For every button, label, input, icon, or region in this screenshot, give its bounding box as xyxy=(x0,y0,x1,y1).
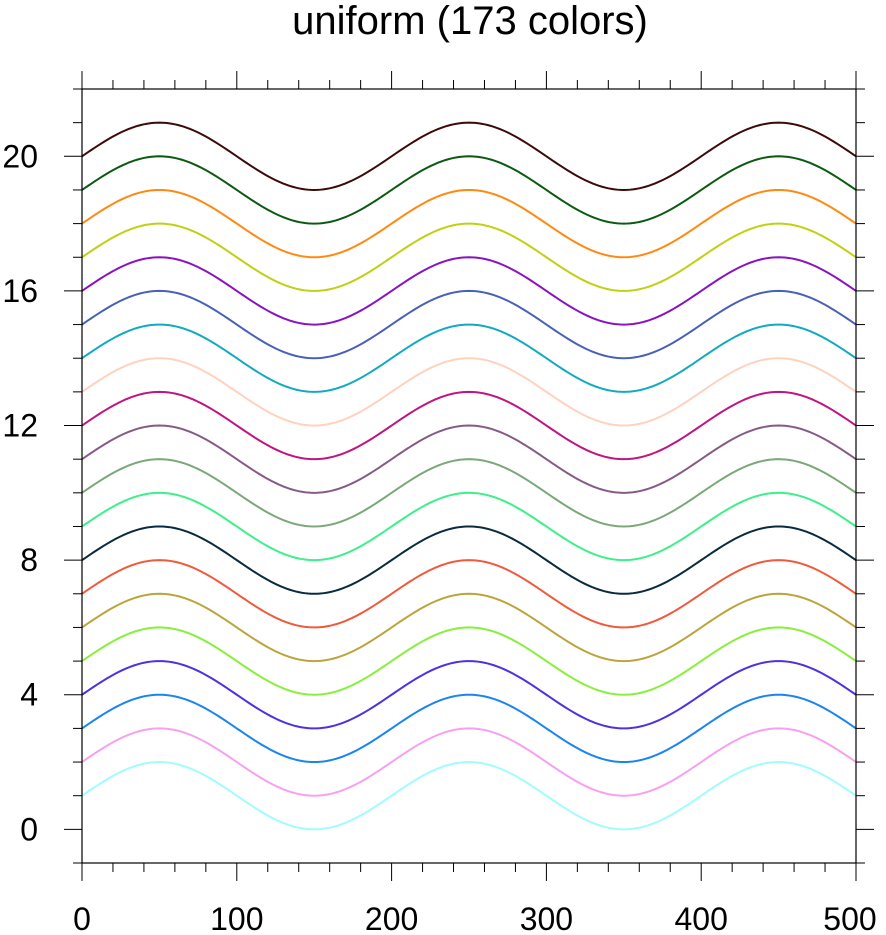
series-line-9 xyxy=(81,491,857,562)
x-tick-label: 400 xyxy=(675,901,728,935)
tick-layer xyxy=(64,71,874,881)
plot-frame xyxy=(81,88,857,864)
series-line-15 xyxy=(81,289,857,360)
label-layer: 0 100 200 300 400 500 0 4 8 12 16 20 xyxy=(2,138,876,935)
series-line-3 xyxy=(81,693,857,764)
series-line-7 xyxy=(81,559,857,629)
y-tick-label: 20 xyxy=(2,138,38,174)
series-line-16 xyxy=(81,256,857,326)
x-tick-label: 0 xyxy=(73,901,91,935)
series-line-11 xyxy=(81,424,857,494)
y-tick-label: 8 xyxy=(20,542,38,578)
series-line-10 xyxy=(81,458,857,528)
y-tick-label: 16 xyxy=(2,273,38,309)
series-line-13 xyxy=(81,357,857,427)
series-line-19 xyxy=(81,155,857,225)
series-line-1 xyxy=(81,761,857,831)
series-line-12 xyxy=(81,390,857,461)
series-line-14 xyxy=(81,323,857,393)
series-line-8 xyxy=(81,525,857,595)
series-line-18 xyxy=(81,188,857,259)
chart-title: uniform (173 colors) xyxy=(292,0,648,43)
series-line-2 xyxy=(81,727,857,797)
series-line-20 xyxy=(81,121,857,191)
x-tick-label: 100 xyxy=(210,901,263,935)
series-line-4 xyxy=(81,660,857,730)
series-layer xyxy=(81,121,857,831)
series-line-17 xyxy=(81,222,857,292)
y-tick-label: 0 xyxy=(20,811,38,847)
series-line-6 xyxy=(81,592,857,663)
y-tick-label: 4 xyxy=(20,677,38,713)
x-tick-label: 300 xyxy=(520,901,573,935)
series-line-5 xyxy=(81,626,857,696)
x-tick-label: 500 xyxy=(823,901,876,935)
y-tick-label: 12 xyxy=(2,408,38,444)
x-tick-label: 200 xyxy=(365,901,418,935)
